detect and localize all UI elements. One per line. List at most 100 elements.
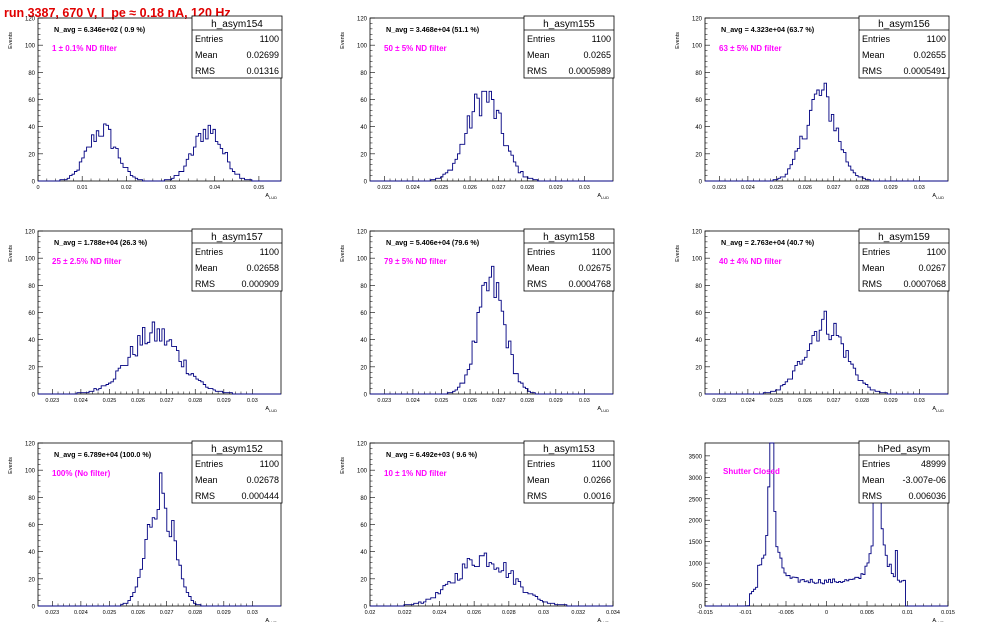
stats-value: 1100 xyxy=(260,459,279,469)
histogram-line xyxy=(705,82,948,182)
y-tick-label: 120 xyxy=(357,442,368,448)
y-tick-label: 20 xyxy=(28,152,35,158)
stats-value: 0.02699 xyxy=(246,50,279,60)
y-tick-label: 80 xyxy=(695,284,702,290)
filter-annotation: 25 ± 2.5% ND filter xyxy=(52,257,121,266)
y-tick-label: 3500 xyxy=(689,454,703,460)
histogram-panel: 0 20 40 60 80 100 120 0.023 0.024 0.025 0.026 0.027… xyxy=(340,15,615,200)
x-tick-label: 0.01 xyxy=(902,610,913,616)
x-tick-label: 0.026 xyxy=(467,610,481,616)
stats-box xyxy=(523,440,615,504)
x-tick-label: 0.028 xyxy=(188,610,202,616)
stats-value: 0.0016 xyxy=(583,491,611,501)
stats-key: Entries xyxy=(527,247,556,257)
x-tick-label: 0.024 xyxy=(741,185,755,191)
y-tick-label: 2500 xyxy=(689,497,703,503)
y-tick-label: 40 xyxy=(28,550,35,556)
x-axis-title: ALUD xyxy=(265,618,277,622)
histogram-panel: 0 20 40 60 80 100 120 0 0.01 0.02 0.03 0.04 0.05 Even… xyxy=(8,15,283,200)
navg-label: N_avg = 1.788e+04 (26.3 %) xyxy=(54,238,148,247)
y-axis-title: Events xyxy=(340,245,346,262)
stats-value: 1100 xyxy=(927,34,946,44)
y-tick-label: 120 xyxy=(357,17,368,23)
y-tick-label: 80 xyxy=(360,71,367,77)
x-tick-label: 0.02 xyxy=(121,185,132,191)
y-tick-label: 0 xyxy=(364,393,368,399)
y-tick-label: 80 xyxy=(360,284,367,290)
y-tick-label: 100 xyxy=(692,44,703,50)
y-tick-label: 60 xyxy=(695,311,702,317)
run-title: run 3387, 670 V, I_pe ≈ 0.18 nA, 120 Hz xyxy=(4,6,231,20)
stats-key: RMS xyxy=(862,491,882,501)
histogram-line xyxy=(370,552,613,607)
stats-key: Entries xyxy=(527,459,556,469)
x-tick-label: 0.025 xyxy=(770,398,784,404)
y-tick-label: 1500 xyxy=(689,540,703,546)
x-tick-label: 0.03 xyxy=(247,398,258,404)
stats-value: 0.02658 xyxy=(246,263,279,273)
stats-key: Entries xyxy=(862,34,891,44)
stats-value: 0.0267 xyxy=(918,263,946,273)
y-tick-label: 20 xyxy=(695,365,702,371)
x-tick-label: 0.015 xyxy=(941,610,955,616)
x-tick-label: 0 xyxy=(36,185,39,191)
x-tick-label: 0.028 xyxy=(502,610,516,616)
navg-label: N_avg = 5.406e+04 (79.6 %) xyxy=(386,238,480,247)
stats-box xyxy=(858,440,950,504)
y-tick-label: 60 xyxy=(28,98,35,104)
y-tick-label: 40 xyxy=(695,125,702,131)
y-axis-title: Events xyxy=(675,245,681,262)
histogram-line xyxy=(705,310,948,395)
histogram-line xyxy=(705,442,948,607)
x-tick-label: 0.026 xyxy=(131,610,145,616)
y-tick-label: 100 xyxy=(692,257,703,263)
stats-box xyxy=(523,228,615,292)
y-tick-label: 100 xyxy=(25,44,36,50)
x-tick-label: 0.028 xyxy=(188,398,202,404)
stats-value: -3.007e-06 xyxy=(902,475,946,485)
x-tick-label: 0.034 xyxy=(606,610,620,616)
y-tick-label: 80 xyxy=(28,496,35,502)
x-tick-label: 0.029 xyxy=(217,398,231,404)
stats-box xyxy=(191,440,283,504)
y-axis-title: Events xyxy=(675,32,681,49)
x-tick-label: 0.024 xyxy=(406,398,420,404)
x-axis-title: ALUD xyxy=(932,193,944,200)
filter-annotation: 79 ± 5% ND filter xyxy=(384,257,447,266)
y-tick-label: 0 xyxy=(364,180,368,186)
stats-box xyxy=(523,15,615,79)
x-tick-label: 0.027 xyxy=(160,610,174,616)
y-tick-label: 0 xyxy=(699,605,703,611)
x-axis-title: ALUD xyxy=(597,618,609,622)
stats-title: h_asym153 xyxy=(543,444,595,455)
histogram-panel: 0 20 40 60 80 100 120 0.02 0.022 0.024 0.026 0.028 0… xyxy=(340,440,620,622)
stats-title: h_asym154 xyxy=(211,19,263,30)
x-tick-label: 0.029 xyxy=(217,610,231,616)
x-tick-label: 0.02 xyxy=(365,610,376,616)
stats-title: h_asym159 xyxy=(878,232,930,243)
y-tick-label: 80 xyxy=(695,71,702,77)
y-tick-label: 100 xyxy=(25,469,36,475)
stats-key: RMS xyxy=(527,279,547,289)
filter-annotation: 40 ± 4% ND filter xyxy=(719,257,782,266)
x-tick-label: -0.005 xyxy=(778,610,794,616)
y-tick-label: 0 xyxy=(32,393,36,399)
x-tick-label: -0.01 xyxy=(739,610,752,616)
stats-box xyxy=(858,228,950,292)
x-tick-label: 0.03 xyxy=(247,610,258,616)
stats-value: 0.006036 xyxy=(908,491,946,501)
y-tick-label: 120 xyxy=(692,17,703,23)
x-tick-label: 0.005 xyxy=(860,610,874,616)
y-tick-label: 40 xyxy=(360,125,367,131)
x-tick-label: 0.025 xyxy=(435,398,449,404)
y-tick-label: 20 xyxy=(360,577,367,583)
y-tick-label: 0 xyxy=(699,180,703,186)
stats-title: h_asym158 xyxy=(543,232,595,243)
stats-key: Mean xyxy=(527,475,550,485)
x-tick-label: 0.022 xyxy=(398,610,412,616)
y-tick-label: 1000 xyxy=(689,562,703,568)
y-tick-label: 60 xyxy=(28,311,35,317)
filter-annotation: 63 ± 5% ND filter xyxy=(719,44,782,53)
y-tick-label: 100 xyxy=(357,469,368,475)
